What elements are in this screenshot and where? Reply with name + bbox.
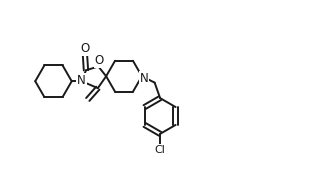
Text: Cl: Cl	[155, 145, 166, 155]
Text: O: O	[95, 54, 104, 66]
Text: O: O	[80, 42, 90, 55]
Text: N: N	[77, 74, 85, 87]
Text: N: N	[139, 72, 148, 85]
